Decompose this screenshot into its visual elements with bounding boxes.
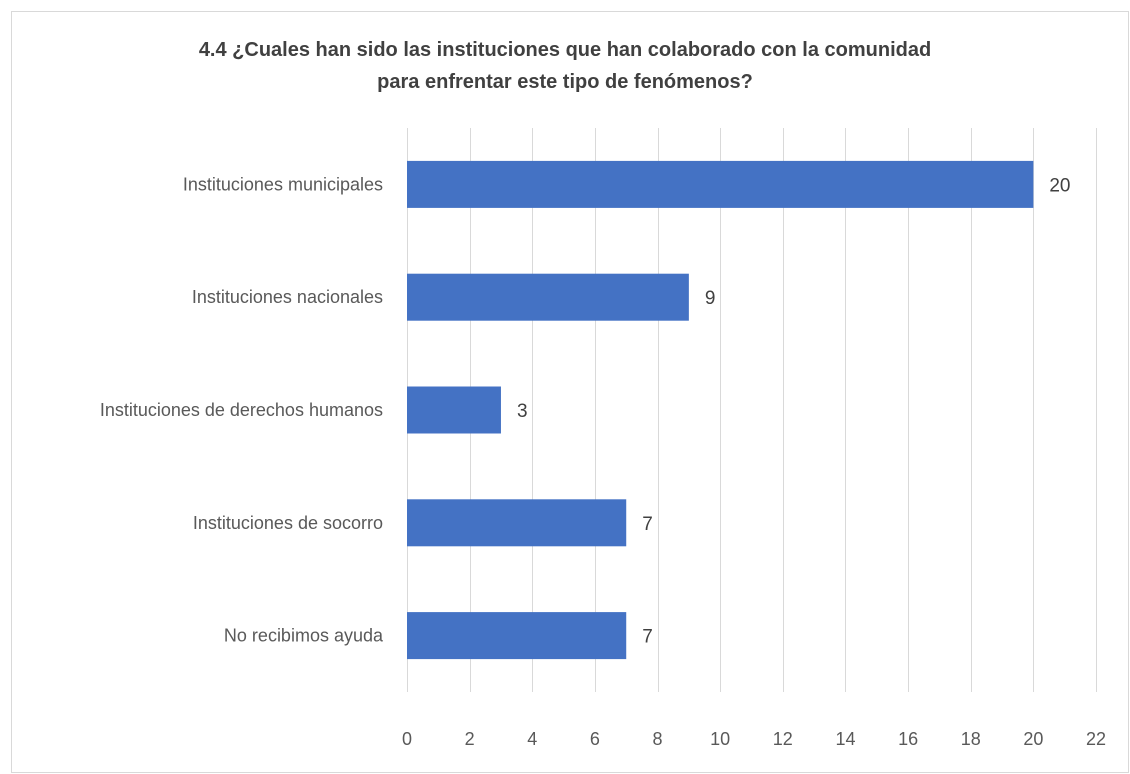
x-tick-label-7: 14 — [835, 729, 855, 749]
x-tick-label-4: 8 — [653, 729, 663, 749]
x-tick-label-6: 12 — [773, 729, 793, 749]
data-label-2: 3 — [517, 401, 528, 422]
x-tick-label-10: 20 — [1023, 729, 1043, 749]
bar-3 — [407, 499, 627, 547]
category-label-4: No recibimos ayuda — [224, 626, 384, 646]
category-label-0: Instituciones municipales — [183, 174, 383, 194]
data-label-3: 7 — [642, 514, 653, 535]
x-tick-label-3: 6 — [590, 729, 600, 749]
chart-title: 4.4 ¿Cuales han sido las instituciones q… — [0, 34, 1130, 98]
bar-4 — [407, 612, 627, 660]
x-tick-label-0: 0 — [402, 729, 412, 749]
data-label-1: 9 — [705, 288, 716, 309]
category-label-2: Instituciones de derechos humanos — [100, 400, 383, 420]
x-tick-label-8: 16 — [898, 729, 918, 749]
chart-title-line-1: 4.4 ¿Cuales han sido las instituciones q… — [198, 39, 932, 61]
category-label-1: Instituciones nacionales — [192, 287, 383, 307]
bar-0 — [407, 160, 1034, 208]
data-label-0: 20 — [1049, 175, 1070, 196]
x-tick-label-11: 22 — [1086, 729, 1106, 749]
x-tick-label-1: 2 — [465, 729, 475, 749]
bar-2 — [407, 386, 501, 434]
x-tick-label-9: 18 — [961, 729, 981, 749]
x-tick-label-2: 4 — [527, 729, 537, 749]
chart-title-line-2: para enfrentar este tipo de fenómenos? — [377, 71, 753, 93]
bar-1 — [407, 273, 689, 321]
data-label-4: 7 — [642, 627, 653, 648]
x-tick-label-5: 10 — [710, 729, 730, 749]
category-label-3: Instituciones de socorro — [193, 513, 383, 533]
